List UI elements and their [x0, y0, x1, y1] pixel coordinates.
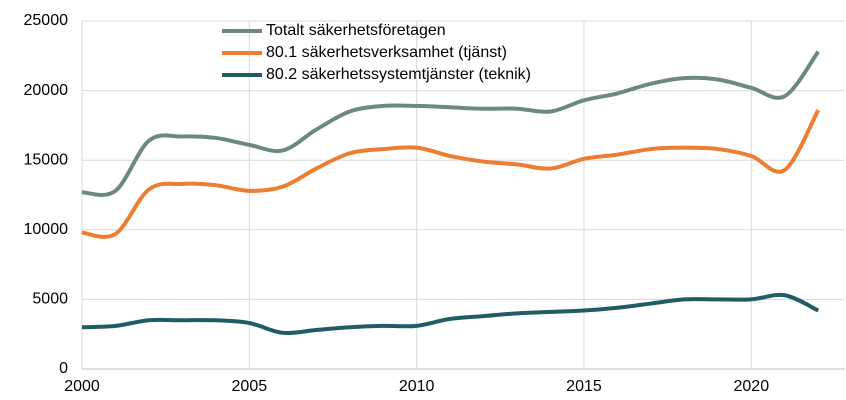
line-series	[81, 109, 820, 239]
x-tick-label: 2010	[399, 378, 435, 395]
x-tick-label: 2005	[232, 378, 268, 395]
y-tick-label: 5000	[32, 291, 68, 308]
line-series	[81, 50, 820, 197]
x-tick-label: 2000	[64, 378, 100, 395]
legend-label: 80.1 säkerhetsverksamhet (tjänst)	[266, 44, 507, 61]
y-tick-label: 25000	[24, 12, 69, 29]
y-tick-label: 20000	[24, 82, 69, 99]
x-tick-label: 2020	[734, 378, 770, 395]
line-series	[81, 292, 820, 336]
y-tick-label: 15000	[24, 151, 69, 168]
legend-label: 80.2 säkerhetssystemtjänster (teknik)	[266, 66, 531, 83]
legend-label: Totalt säkerhetsföretagen	[266, 22, 446, 39]
y-tick-label: 10000	[24, 221, 69, 238]
y-tick-label: 0	[59, 360, 68, 377]
x-tick-label: 2015	[566, 378, 602, 395]
